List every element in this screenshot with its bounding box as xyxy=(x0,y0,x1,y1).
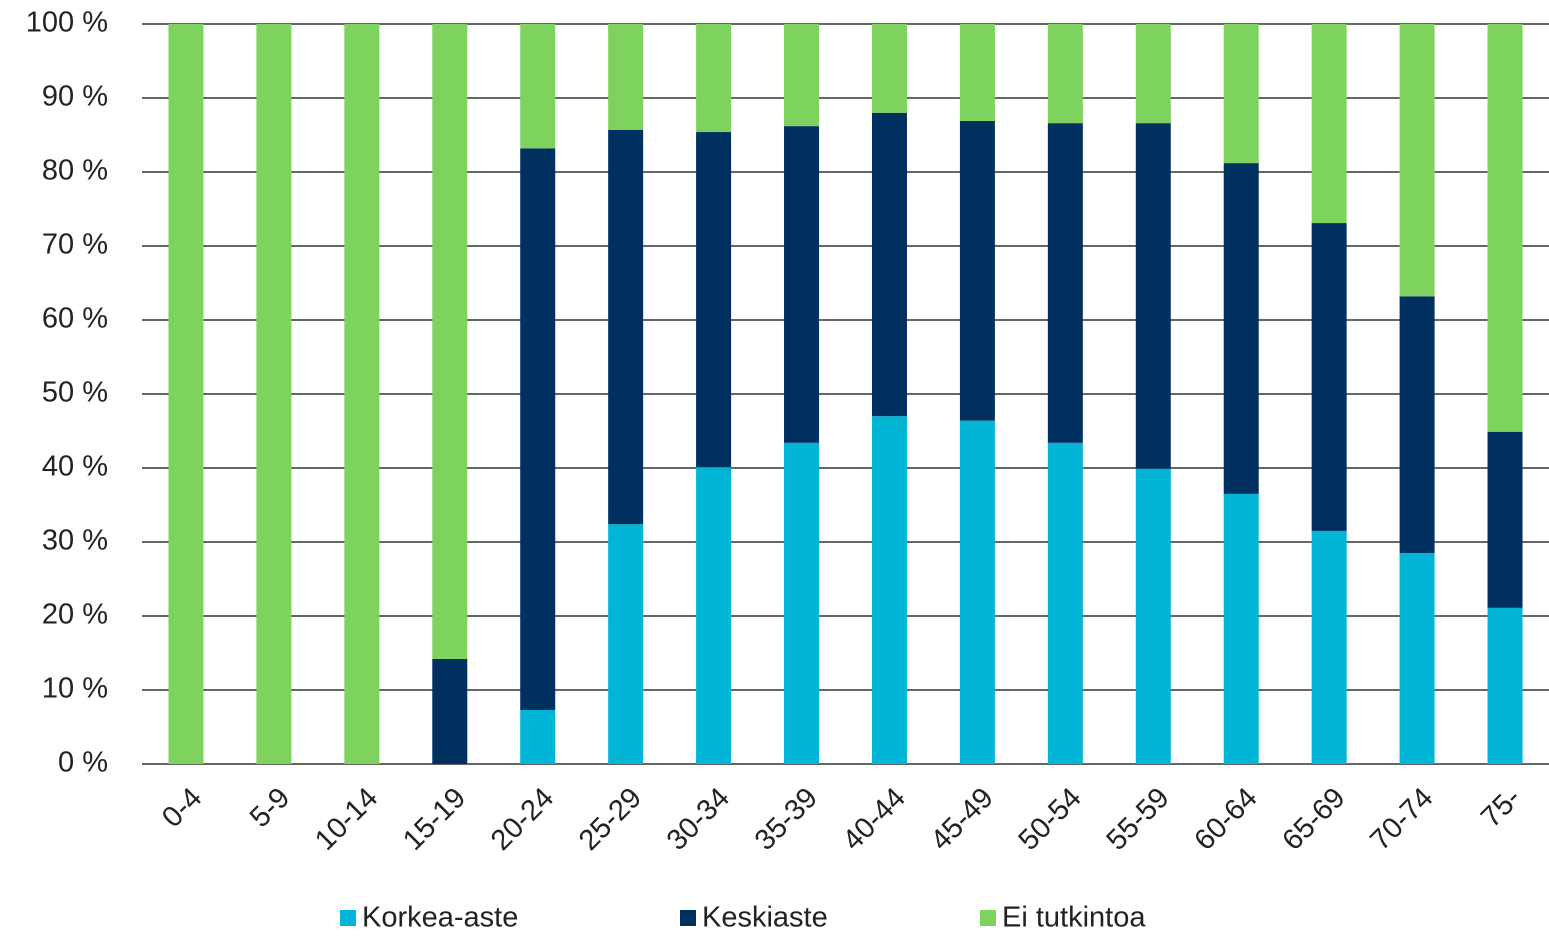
x-tick-label: 45-49 xyxy=(925,782,1000,857)
x-tick-label: 35-39 xyxy=(749,782,824,857)
bar-segment xyxy=(959,24,995,121)
bar-segment xyxy=(959,120,995,421)
bar-segment xyxy=(1135,468,1171,764)
x-tick-label: 15-19 xyxy=(397,782,472,857)
bar-segment xyxy=(1487,24,1523,432)
y-tick-label: 40 % xyxy=(42,451,108,483)
bar-segment xyxy=(1399,24,1435,297)
legend-swatch xyxy=(680,910,696,926)
bar-segment xyxy=(344,24,380,764)
bar-segment xyxy=(784,126,820,443)
bar-segment xyxy=(608,129,644,525)
bar-segment xyxy=(520,148,556,710)
bar-segment xyxy=(1399,296,1435,554)
y-tick-label: 60 % xyxy=(42,303,108,335)
bar-segment xyxy=(1223,493,1259,764)
bar-segment xyxy=(432,658,468,764)
bar-segment xyxy=(432,24,468,659)
bar-segment xyxy=(696,132,732,468)
x-tick-label: 10-14 xyxy=(309,782,384,857)
y-tick-label: 0 % xyxy=(58,747,108,779)
bar-segment xyxy=(520,24,556,149)
y-tick-label: 80 % xyxy=(42,155,108,187)
y-tick-label: 20 % xyxy=(42,599,108,631)
x-tick-label: 55-59 xyxy=(1101,782,1176,857)
bar-segment xyxy=(1135,123,1171,469)
x-tick-label: 50-54 xyxy=(1013,782,1088,857)
legend-swatch xyxy=(980,910,996,926)
x-tick-label: 20-24 xyxy=(485,782,560,857)
y-tick-label: 70 % xyxy=(42,229,108,261)
legend-label: Ei tutkintoa xyxy=(1002,902,1146,934)
bar-segment xyxy=(256,24,292,764)
bar-segment xyxy=(608,24,644,130)
bar-segment xyxy=(696,467,732,764)
y-tick-label: 100 % xyxy=(26,7,108,39)
bar-segment xyxy=(784,24,820,127)
bar-segment xyxy=(871,24,907,113)
bar-segment xyxy=(1311,530,1347,764)
bar-segment xyxy=(1311,223,1347,531)
bar-segment xyxy=(1487,431,1523,608)
bar-segment xyxy=(871,416,907,764)
legend-label: Keskiaste xyxy=(702,902,828,934)
bar-segment xyxy=(1135,24,1171,124)
bar-segment xyxy=(1047,442,1083,764)
y-tick-label: 50 % xyxy=(42,377,108,409)
bar-segment xyxy=(168,24,204,764)
bar-segment xyxy=(1047,123,1083,443)
x-tick-label: 40-44 xyxy=(837,782,912,857)
x-tick-label: 70-74 xyxy=(1364,782,1439,857)
y-tick-label: 10 % xyxy=(42,673,108,705)
legend-label: Korkea-aste xyxy=(362,902,518,934)
legend-swatch xyxy=(340,910,356,926)
bar-segment xyxy=(959,420,995,764)
bar-segment xyxy=(608,524,644,764)
bar-segment xyxy=(1311,24,1347,224)
x-tick-label: 0-4 xyxy=(156,782,208,834)
x-tick-label: 25-29 xyxy=(573,782,648,857)
bar-segment xyxy=(520,709,556,764)
bar-segment xyxy=(1223,24,1259,164)
bar-segment xyxy=(784,442,820,764)
bar-segment xyxy=(696,24,732,133)
bar-segment xyxy=(871,112,907,417)
x-tick-label: 75- xyxy=(1475,782,1527,834)
x-tick-label: 5-9 xyxy=(244,782,296,834)
y-tick-label: 90 % xyxy=(42,81,108,113)
bar-segment xyxy=(1047,24,1083,124)
y-tick-label: 30 % xyxy=(42,525,108,557)
x-tick-label: 60-64 xyxy=(1189,782,1264,857)
bar-segment xyxy=(1223,163,1259,494)
bar-segment xyxy=(1487,607,1523,764)
bar-segment xyxy=(1399,553,1435,764)
x-tick-label: 30-34 xyxy=(661,782,736,857)
x-tick-label: 65-69 xyxy=(1276,782,1351,857)
